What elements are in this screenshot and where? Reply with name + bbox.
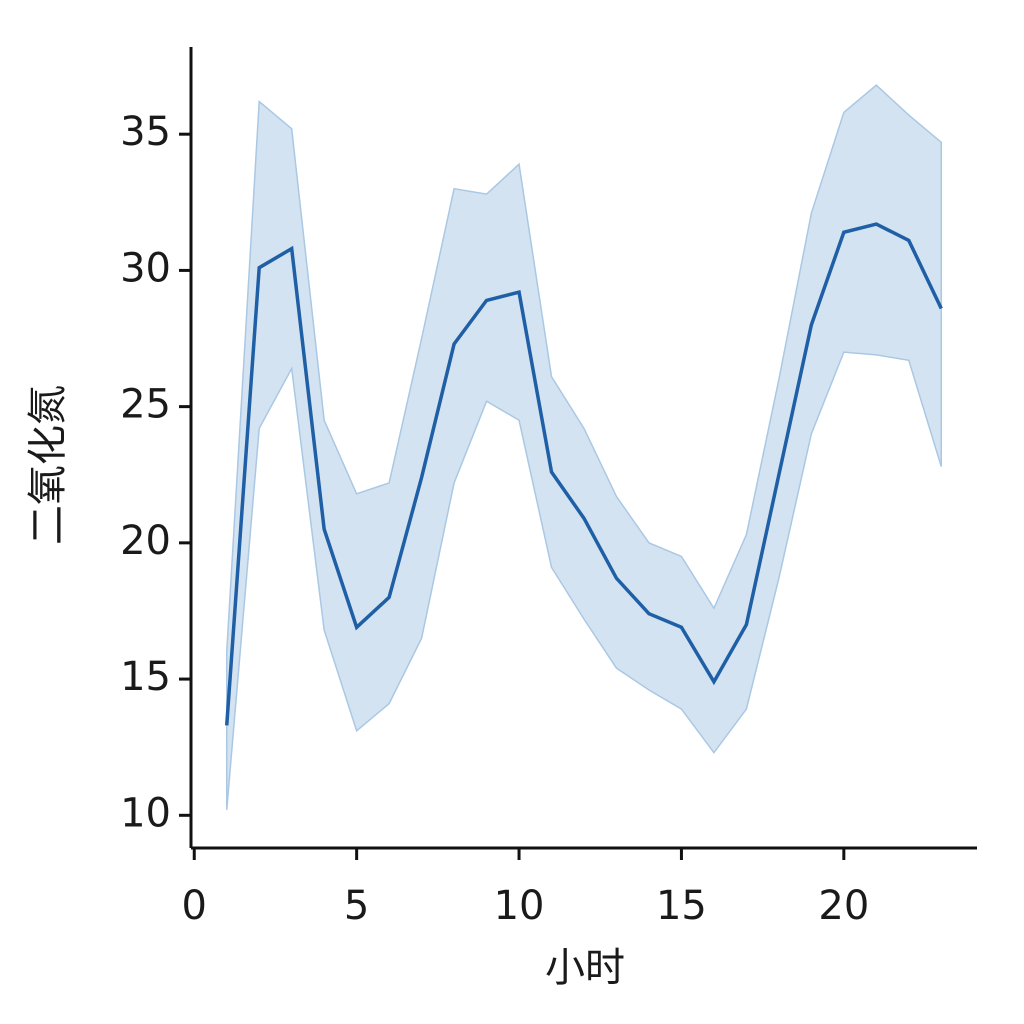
x-tick-label: 20 [818,883,869,929]
line [224,222,943,726]
y-tick-label: 15 [120,654,171,700]
y-tick-label: 10 [120,790,171,836]
x-tick-label: 15 [656,883,707,929]
y-tick-label: 25 [120,382,171,428]
x-tick-label: 5 [344,883,369,929]
x-tick-label: 10 [494,883,545,929]
y-tick-label: 30 [120,245,171,291]
y-tick-label: 35 [120,109,171,155]
y-tick-label: 20 [120,518,171,564]
confidence-band [225,84,943,810]
y-axis-label: 二氧化氮 [25,385,71,545]
x-tick-label: 0 [182,883,207,929]
x-axis-label: 小时 [545,945,625,991]
